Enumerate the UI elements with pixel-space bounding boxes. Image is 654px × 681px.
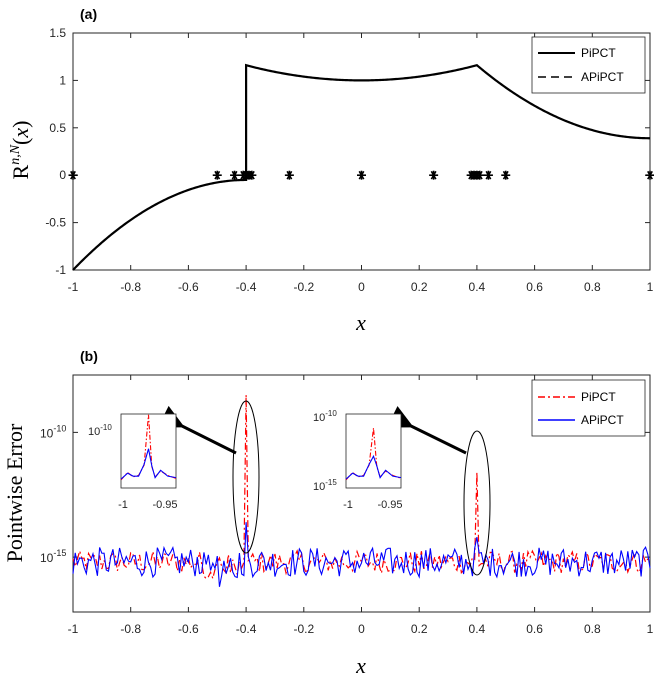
inset-right-series-apipct xyxy=(345,454,402,480)
inset-right-ytick-2: 10-15 xyxy=(313,478,337,493)
panel-b-x-tick-label: -0.8 xyxy=(120,622,141,636)
panel-b-y-tick-label: 10-10 xyxy=(40,423,66,440)
panel-b-x-ticks: -1 -0.8 -0.6 -0.4 -0.2 0 0.2 0.4 0.6 0.8 1 xyxy=(68,375,654,636)
arrow-right xyxy=(386,405,467,455)
panel-a-x-tick-label: 0.4 xyxy=(469,280,486,294)
panel-a-marker xyxy=(230,170,240,180)
spike-ellipse-right xyxy=(463,430,491,576)
panel-a-marker xyxy=(247,170,257,180)
panel-b-legend-box xyxy=(531,379,646,437)
panel-a-marker xyxy=(645,170,654,180)
inset-right: 10-10 10-15 -1 -0.95 xyxy=(313,409,403,511)
panel-b-x-tick-label: 0.4 xyxy=(469,622,486,636)
panel-a-x-tick-label: -0.4 xyxy=(236,280,257,294)
panel-a-y-label: Rn,N(x) xyxy=(8,121,33,180)
inset-left-series-apipct xyxy=(120,448,177,480)
panel-a-marker xyxy=(501,170,511,180)
inset-left: 10-10 -1 -0.95 xyxy=(88,413,178,511)
panel-a-x-tick-label: -1 xyxy=(68,280,79,294)
panel-b-y-tick-label: 10-15 xyxy=(40,548,66,565)
panel-a: (a) -1 -0.8 -0.6 -0.4 -0.2 0 0.2 0.4 0.6 0.8 1 -1-… xyxy=(8,6,654,335)
panel-a-y-ticks: -1 -0.5 0 0.5 1 1.5 xyxy=(45,26,650,277)
panel-a-marker xyxy=(475,170,485,180)
panel-b-x-tick-label: -0.4 xyxy=(236,622,257,636)
panel-a-marker xyxy=(212,170,222,180)
panel-b-series-pipct xyxy=(72,394,651,581)
svg-text:Rn,N(x): Rn,N(x) xyxy=(8,121,33,180)
spike-ellipse-left xyxy=(232,400,260,554)
panel-a-legend-pipct: PiPCT xyxy=(581,46,616,60)
panel-b-x-tick-label: 0.8 xyxy=(584,622,601,636)
panel-b-x-tick-label: 0.6 xyxy=(526,622,543,636)
panel-a-series-apipct xyxy=(72,64,651,271)
panel-a-legend: PiPCT APiPCT xyxy=(531,36,646,94)
panel-a-marker xyxy=(483,170,493,180)
inset-left-xtick-2: -0.95 xyxy=(152,499,177,511)
panel-b-x-tick-label: 0 xyxy=(358,622,365,636)
panel-a-marker xyxy=(357,170,366,180)
panel-a-marker xyxy=(429,170,439,180)
inset-right-xtick-2: -0.95 xyxy=(377,499,402,511)
arrow-left xyxy=(157,405,237,455)
panel-b-legend: PiPCT APiPCT xyxy=(531,379,646,437)
panel-a-x-tick-label: -0.6 xyxy=(178,280,199,294)
panel-b-series-apipct xyxy=(72,522,651,587)
panel-b-x-label: x xyxy=(355,653,366,678)
panel-b-x-tick-label: -1 xyxy=(68,622,79,636)
panel-b-x-tick-label: -0.6 xyxy=(178,622,199,636)
panel-a-y-tick-label: -1 xyxy=(55,263,66,277)
panel-a-x-ticks: -1 -0.8 -0.6 -0.4 -0.2 0 0.2 0.4 0.6 0.8 1 xyxy=(68,33,654,294)
panel-b-legend-apipct: APiPCT xyxy=(581,413,624,427)
panel-a-x-tick-label: 1 xyxy=(647,280,654,294)
inset-right-ytick-1: 10-10 xyxy=(313,409,337,424)
panel-b-label: (b) xyxy=(80,348,98,364)
panel-b-y-label: Pointwise Error xyxy=(2,423,27,562)
panel-a-x-tick-label: -0.2 xyxy=(293,280,314,294)
panel-a-legend-apipct: APiPCT xyxy=(581,70,624,84)
panel-a-x-tick-label: 0.6 xyxy=(526,280,543,294)
panel-a-marker xyxy=(68,170,78,180)
inset-left-xtick-1: -1 xyxy=(118,499,128,511)
panel-a-legend-box xyxy=(531,36,646,94)
panel-a-x-tick-label: -0.8 xyxy=(120,280,141,294)
panel-b: (b) -1 -0.8 -0.6 -0.4 -0.2 0 0.2 0.4 0.6 0.8 1 10-… xyxy=(2,348,654,678)
panel-a-y-tick-label: 1 xyxy=(59,73,66,87)
panel-b-x-tick-label: 1 xyxy=(647,622,654,636)
panel-a-marker xyxy=(284,170,294,180)
panel-b-x-tick-label: 0.2 xyxy=(411,622,428,636)
inset-right-xtick-1: -1 xyxy=(343,499,353,511)
panel-a-y-tick-label: -0.5 xyxy=(45,216,66,230)
panel-b-y-ticks: 10-10 10-15 xyxy=(40,423,650,565)
panel-a-x-label: x xyxy=(355,310,366,335)
panel-b-legend-pipct: PiPCT xyxy=(581,390,616,404)
panel-a-y-tick-label: 0.5 xyxy=(49,121,66,135)
inset-left-ytick-1: 10-10 xyxy=(88,423,112,438)
panel-a-y-tick-label: 0 xyxy=(59,168,66,182)
panel-b-x-tick-label: -0.2 xyxy=(293,622,314,636)
panel-a-label: (a) xyxy=(80,6,97,22)
panel-a-x-tick-label: 0.2 xyxy=(411,280,428,294)
panel-a-markers xyxy=(68,170,654,180)
panel-a-x-tick-label: 0 xyxy=(358,280,365,294)
panel-a-y-tick-label: 1.5 xyxy=(49,26,66,40)
panel-a-x-tick-label: 0.8 xyxy=(584,280,601,294)
inset-right-axes xyxy=(345,413,402,489)
